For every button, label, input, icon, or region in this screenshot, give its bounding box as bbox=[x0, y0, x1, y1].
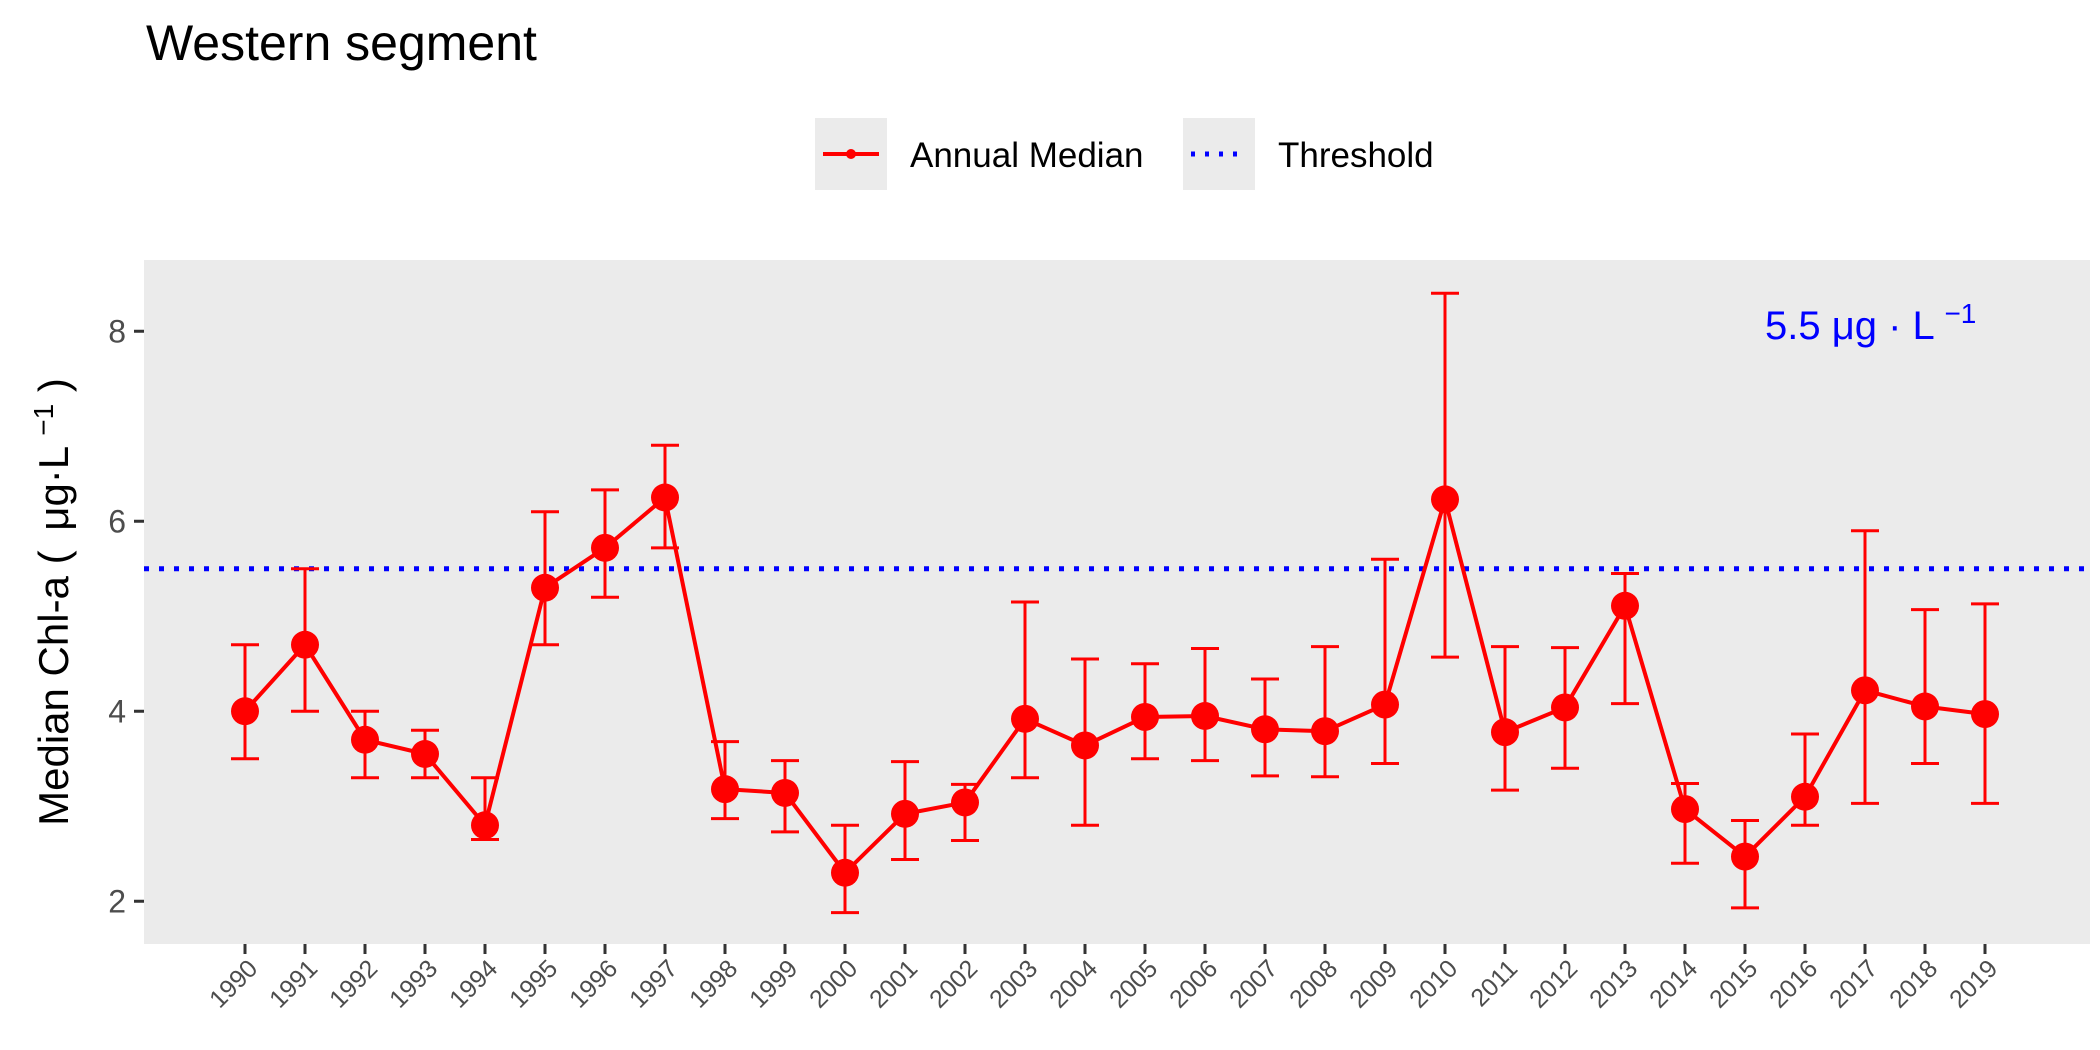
data-point-1993 bbox=[411, 740, 439, 768]
x-tick-label-1998: 1998 bbox=[684, 954, 743, 1013]
data-point-2019 bbox=[1971, 700, 1999, 729]
data-point-2000 bbox=[831, 858, 859, 887]
data-point-2014 bbox=[1671, 795, 1699, 824]
error-bar-2003 bbox=[1011, 600, 1039, 780]
legend-point-annual-median bbox=[846, 149, 856, 159]
x-tick-label-2011: 2011 bbox=[1465, 954, 1523, 1012]
data-point-1997 bbox=[651, 483, 679, 512]
chart-title: Western segment bbox=[146, 15, 537, 71]
data-point-2009 bbox=[1371, 690, 1399, 719]
x-axis: 1990 1991 1992 1993 1994 1995 1996 1997 1998 1999… bbox=[204, 944, 2003, 1014]
legend-label-annual-median: Annual Median bbox=[910, 136, 1144, 175]
x-tick-label-1992: 1992 bbox=[324, 954, 383, 1013]
data-point-1991 bbox=[291, 630, 319, 659]
data-point-2002 bbox=[951, 788, 979, 817]
error-bar-2010 bbox=[1431, 291, 1459, 659]
data-point-2010 bbox=[1431, 485, 1459, 514]
y-tick-label-8: 8 bbox=[108, 313, 126, 349]
x-tick-label-2014: 2014 bbox=[1644, 954, 1703, 1013]
error-bar-2017 bbox=[1851, 529, 1879, 805]
x-tick-label-2015: 2015 bbox=[1704, 954, 1763, 1013]
x-tick-label-2019: 2019 bbox=[1944, 954, 2003, 1013]
data-point-2018 bbox=[1911, 692, 1939, 721]
data-point-2003 bbox=[1011, 704, 1039, 733]
threshold-label: 5.5 μg · L −1 bbox=[1765, 298, 1976, 348]
error-bar-2018 bbox=[1911, 608, 1939, 765]
data-point-1990 bbox=[231, 697, 259, 726]
x-tick-label-2010: 2010 bbox=[1404, 954, 1463, 1013]
y-axis-title: Median Chl-a ( μg·L −1 ) bbox=[15, 378, 77, 826]
x-tick-label-1995: 1995 bbox=[504, 954, 563, 1013]
x-tick-label-2007: 2007 bbox=[1224, 954, 1283, 1013]
data-point-2011 bbox=[1491, 718, 1519, 747]
y-tick-label-2: 2 bbox=[108, 883, 126, 919]
x-tick-label-2004: 2004 bbox=[1044, 954, 1103, 1013]
threshold-label-exponent: −1 bbox=[1944, 298, 1976, 329]
error-bar-2008 bbox=[1311, 645, 1339, 779]
x-tick-label-2009: 2009 bbox=[1344, 954, 1403, 1013]
data-point-1994 bbox=[471, 811, 499, 840]
data-point-1992 bbox=[351, 725, 379, 754]
x-tick-label-2003: 2003 bbox=[984, 954, 1043, 1013]
x-tick-label-2005: 2005 bbox=[1104, 954, 1163, 1013]
data-point-2013 bbox=[1611, 591, 1639, 620]
x-tick-label-2016: 2016 bbox=[1764, 954, 1823, 1013]
data-point-2016 bbox=[1791, 782, 1819, 811]
x-tick-label-1999: 1999 bbox=[744, 954, 803, 1013]
data-point-2005 bbox=[1131, 702, 1159, 731]
x-tick-label-2012: 2012 bbox=[1524, 954, 1583, 1013]
plot-panel bbox=[144, 260, 2090, 944]
x-tick-label-2000: 2000 bbox=[804, 954, 863, 1013]
data-point-2006 bbox=[1191, 702, 1219, 730]
y-axis-title-exponent: −1 bbox=[28, 404, 59, 436]
error-bar-2009 bbox=[1371, 557, 1399, 765]
data-point-2008 bbox=[1311, 717, 1339, 746]
x-tick-label-1991: 1991 bbox=[264, 954, 323, 1013]
x-tick-label-1996: 1996 bbox=[564, 954, 623, 1013]
legend-label-threshold: Threshold bbox=[1278, 136, 1434, 175]
y-axis-title-unit: μg·L bbox=[30, 447, 77, 531]
data-point-1996 bbox=[591, 533, 619, 562]
x-tick-label-2002: 2002 bbox=[924, 954, 983, 1013]
x-tick-label-2001: 2001 bbox=[864, 954, 923, 1013]
y-axis: 2 4 6 8 bbox=[108, 313, 144, 919]
x-tick-label-1997: 1997 bbox=[624, 954, 683, 1013]
data-point-2015 bbox=[1731, 842, 1759, 871]
x-tick-label-1994: 1994 bbox=[444, 954, 503, 1013]
data-point-1999 bbox=[771, 778, 799, 807]
data-point-1995 bbox=[531, 573, 559, 602]
x-tick-label-2008: 2008 bbox=[1284, 954, 1343, 1013]
x-tick-label-1990: 1990 bbox=[204, 954, 263, 1013]
data-point-2007 bbox=[1251, 715, 1279, 744]
threshold-label-unit: μg · L bbox=[1832, 304, 1934, 348]
y-tick-label-4: 4 bbox=[108, 693, 126, 729]
data-point-1998 bbox=[711, 775, 739, 804]
x-tick-label-2017: 2017 bbox=[1824, 954, 1883, 1013]
y-axis-title-main: Median Chl-a ( bbox=[30, 550, 77, 825]
legend: Annual Median Threshold bbox=[815, 118, 1434, 190]
data-points bbox=[231, 483, 1999, 887]
data-point-2004 bbox=[1071, 731, 1099, 760]
x-tick-label-1993: 1993 bbox=[384, 954, 443, 1013]
data-point-2001 bbox=[891, 799, 919, 828]
data-point-2012 bbox=[1551, 693, 1579, 722]
x-tick-label-2018: 2018 bbox=[1884, 954, 1943, 1013]
y-tick-label-6: 6 bbox=[108, 503, 126, 539]
x-tick-label-2006: 2006 bbox=[1164, 954, 1223, 1013]
threshold-label-value: 5.5 bbox=[1765, 304, 1832, 348]
data-point-2017 bbox=[1851, 676, 1879, 705]
x-tick-label-2013: 2013 bbox=[1584, 954, 1643, 1013]
y-axis-title-close: ) bbox=[30, 378, 77, 392]
